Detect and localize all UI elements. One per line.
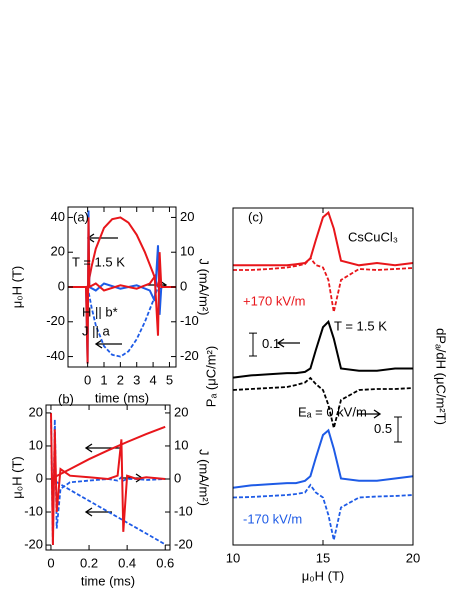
- y-tick-label: 40: [51, 209, 65, 224]
- series-line: [50, 412, 166, 546]
- annotation: -170 kV/m: [243, 511, 302, 526]
- y-tick-label: 20: [51, 244, 65, 259]
- series-line: [233, 210, 413, 267]
- axes-frame: [232, 207, 414, 546]
- y-axis-label: Pₐ (μC/m²): [203, 346, 218, 407]
- x-axis-label: μ₀H (T): [302, 568, 345, 583]
- y2-tick-label: -10: [174, 503, 193, 518]
- series-line: [68, 217, 176, 364]
- scale-bar-label: 0.1: [262, 336, 280, 351]
- annotation: T = 1.5 K: [334, 318, 387, 333]
- y-axis-label: μ₀H (T): [9, 266, 24, 309]
- y-tick-label: 20: [29, 404, 43, 419]
- y-tick-label: -40: [46, 348, 65, 363]
- y-axis-label: μ₀H (T): [9, 456, 24, 499]
- x-tick-label: 0.4: [118, 555, 136, 570]
- annotation: J || a: [82, 323, 110, 338]
- series-line: [233, 256, 413, 313]
- series-line: [50, 425, 166, 480]
- annotation: (a): [73, 209, 89, 224]
- y2-tick-label: -20: [174, 536, 193, 551]
- annotation: CsCuCl₃: [348, 229, 398, 244]
- x-tick-label: 0.6: [156, 555, 174, 570]
- scale-bar: [249, 332, 257, 357]
- plot-area: [233, 210, 413, 541]
- series-line: [86, 216, 159, 288]
- series-line: [233, 319, 413, 379]
- x-tick-label: 1: [100, 372, 107, 387]
- x-tick-label: 0.2: [80, 555, 98, 570]
- x-tick-label: 5: [166, 372, 173, 387]
- series-line: [86, 286, 159, 358]
- y-tick-label: -10: [24, 503, 43, 518]
- y2-axis-label: J (mA/m²): [197, 258, 212, 315]
- x-tick-label: 0: [47, 555, 54, 570]
- x-axis-label: time (ms): [81, 573, 135, 588]
- series-line: [233, 376, 413, 429]
- scale-bar: [394, 416, 402, 443]
- x-tick-label: 2: [117, 372, 124, 387]
- y2-tick-label: 20: [180, 209, 194, 224]
- y-tick-label: 10: [29, 437, 43, 452]
- series-line: [50, 478, 166, 546]
- annotation: (c): [248, 209, 263, 224]
- y2-axis-label: J (mA/m²): [197, 449, 212, 506]
- scale-bar-label: 0.5: [374, 421, 392, 436]
- y-tick-label: 0: [58, 278, 65, 293]
- x-tick-label: 0: [84, 372, 91, 387]
- plot-area: [50, 412, 166, 546]
- y2-tick-label: 20: [174, 404, 188, 419]
- y-tick-label: 0: [36, 470, 43, 485]
- plot-area: [68, 210, 176, 364]
- annotation: H || b*: [82, 304, 118, 319]
- y2-tick-label: -20: [180, 348, 199, 363]
- y2-tick-label: 10: [174, 437, 188, 452]
- x-tick-label: 10: [226, 550, 240, 565]
- annotation: Eₐ = 0 kV/m: [298, 404, 367, 419]
- x-axis-label: time (ms): [95, 390, 149, 405]
- series-line: [233, 483, 413, 541]
- y2-tick-label: 0: [180, 278, 187, 293]
- x-tick-label: 20: [406, 550, 420, 565]
- y-tick-label: -20: [46, 313, 65, 328]
- annotation: +170 kV/m: [243, 293, 306, 308]
- series-line: [233, 428, 413, 489]
- y2-tick-label: -10: [180, 313, 199, 328]
- y2-tick-label: 10: [180, 244, 194, 259]
- x-tick-label: 4: [149, 372, 156, 387]
- axes-frame: [45, 404, 171, 551]
- y-tick-label: -20: [24, 536, 43, 551]
- y2-axis-label: dPₐ/dH (μC/m²T): [434, 328, 449, 425]
- x-tick-label: 15: [316, 550, 330, 565]
- x-tick-label: 3: [133, 372, 140, 387]
- annotation: (b): [58, 391, 74, 406]
- y2-tick-label: 0: [174, 470, 181, 485]
- annotation: T = 1.5 K: [72, 254, 125, 269]
